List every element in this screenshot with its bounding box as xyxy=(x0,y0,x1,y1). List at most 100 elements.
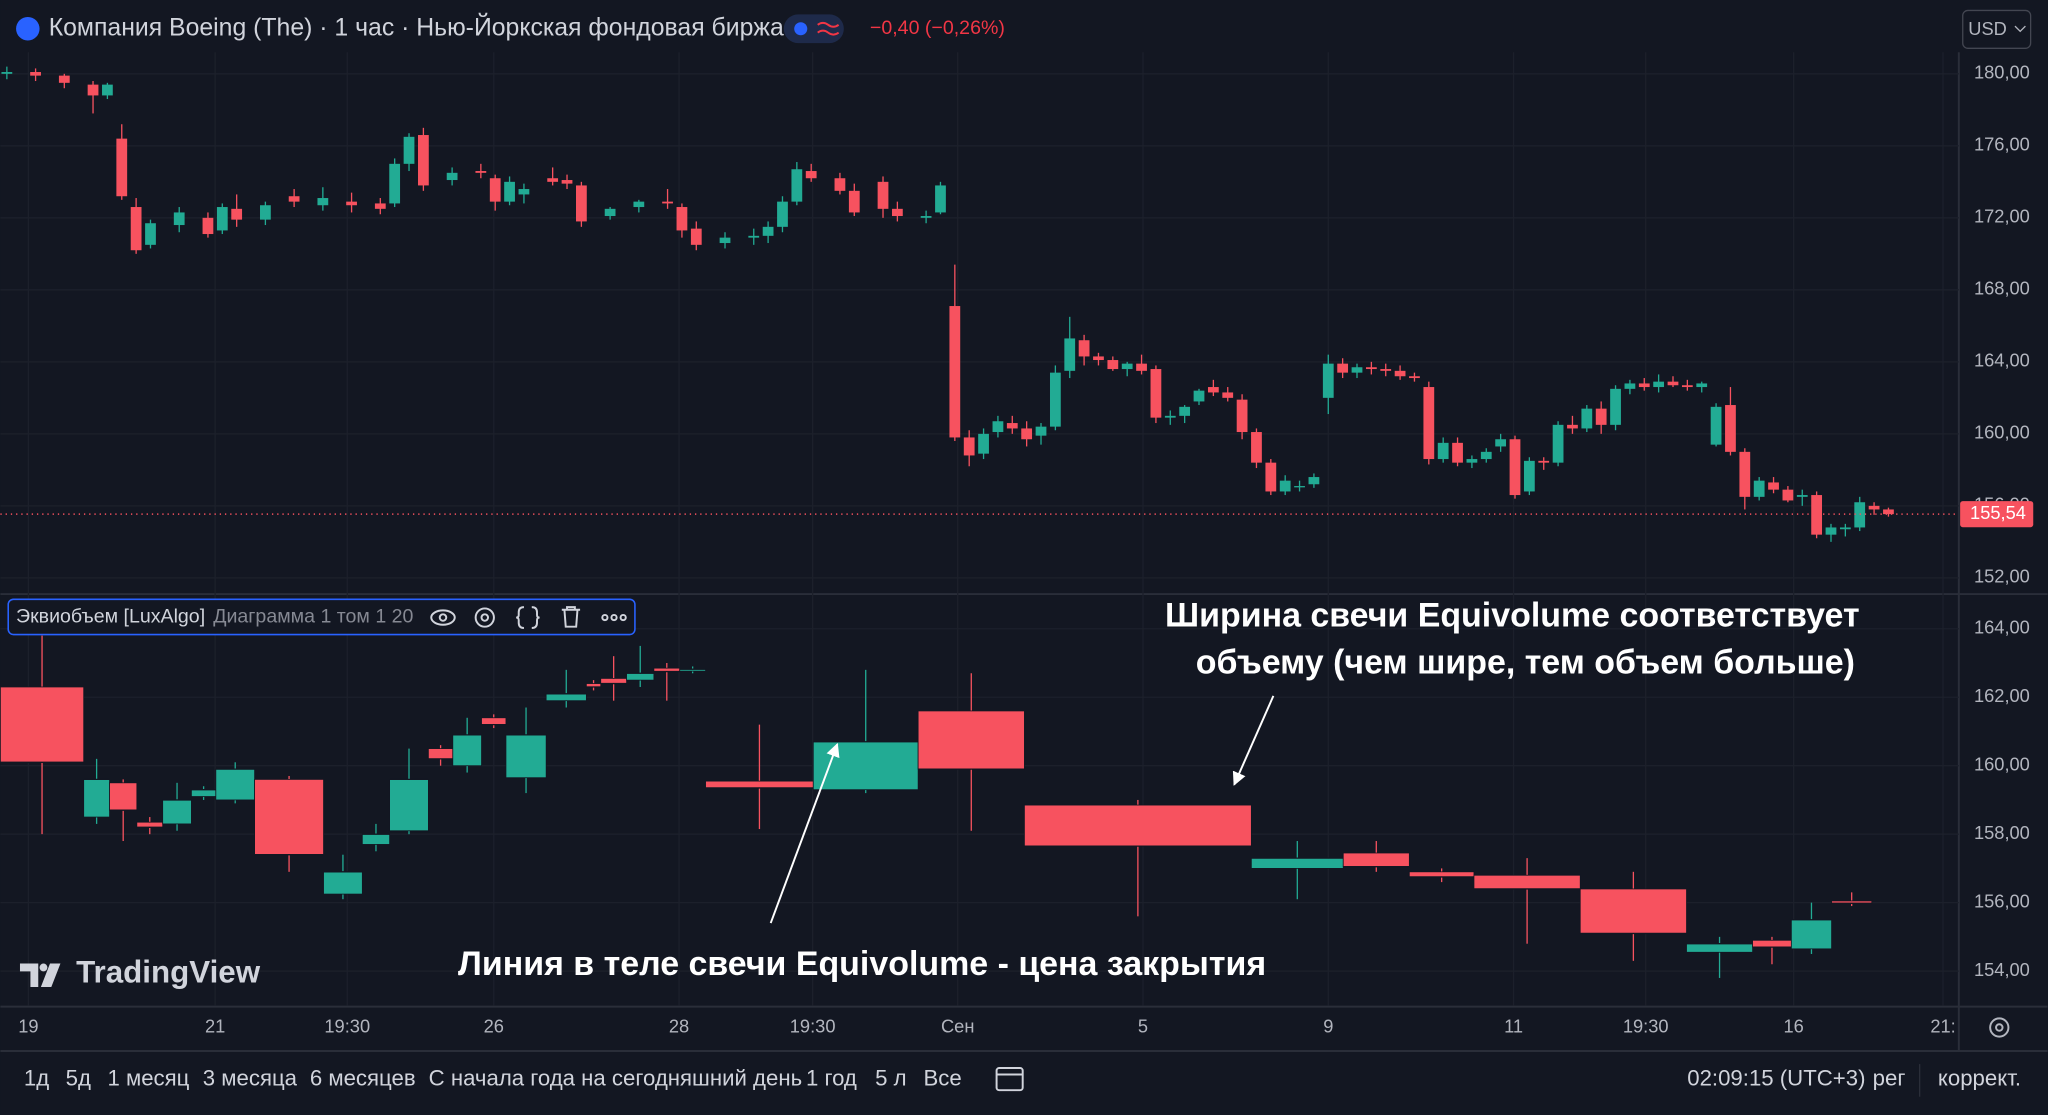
candle-body xyxy=(1308,477,1320,485)
range-button[interactable]: 6 месяцев xyxy=(310,1066,416,1091)
candle-body xyxy=(748,235,760,238)
y-tick-label: 158,00 xyxy=(1974,822,2030,843)
equivolume-box xyxy=(191,789,217,797)
indicator-name: Эквиобъем [LuxAlgo] xyxy=(16,606,205,628)
candle-body xyxy=(676,207,688,231)
delete-icon[interactable] xyxy=(561,606,581,628)
symbol-title: Компания Boeing (The) · 1 час · Нью-Йорк… xyxy=(49,13,784,41)
axis-settings[interactable] xyxy=(1989,1017,2010,1038)
y-tick-label: 156,00 xyxy=(1974,890,2030,911)
candle-body xyxy=(260,205,271,220)
range-button[interactable]: 5д xyxy=(66,1066,91,1091)
candle-body xyxy=(978,433,989,454)
equivolume-box xyxy=(481,717,507,726)
equivolume-box xyxy=(254,779,324,856)
candle-body xyxy=(992,421,1004,433)
equivolume-box xyxy=(136,821,164,828)
candle-body xyxy=(662,201,673,204)
candle-body xyxy=(633,201,645,208)
x-tick-label: 19 xyxy=(18,1015,38,1036)
plot-area: 19 21 19:30 26 28 19:30 Сен 5 9 11 19:30 16 21: 152,0… xyxy=(0,52,2034,1036)
goto-date-icon[interactable] xyxy=(995,1067,1024,1092)
candle-body xyxy=(791,169,803,202)
candle-body xyxy=(949,306,961,438)
candle-body xyxy=(1136,363,1147,371)
candle-body xyxy=(1409,376,1420,379)
annotation-arrow xyxy=(769,742,840,924)
range-button[interactable]: 3 месяца xyxy=(203,1066,298,1091)
candle-body xyxy=(1466,459,1478,463)
adjust[interactable]: коррект. xyxy=(1938,1066,2021,1091)
source-icon[interactable] xyxy=(516,606,540,629)
currency[interactable]: USD xyxy=(1968,18,2007,39)
x-tick-label: 21: xyxy=(1930,1015,1955,1036)
market-status[interactable] xyxy=(783,14,844,44)
candle-body xyxy=(920,216,932,218)
candle-body xyxy=(475,171,487,173)
candle-body xyxy=(877,181,889,209)
axis-settings-core xyxy=(1995,1023,2004,1032)
settings-icon-core xyxy=(480,613,490,622)
currency-button[interactable] xyxy=(1962,9,2032,49)
candle-body xyxy=(1006,423,1018,429)
equivolume-box xyxy=(452,734,482,767)
range-button[interactable]: 1 год xyxy=(806,1066,857,1091)
annotation-arrow xyxy=(1232,695,1275,786)
candle-body xyxy=(1035,426,1047,436)
indicator-legend[interactable] xyxy=(7,598,636,636)
candle-body xyxy=(518,189,530,195)
y-tick-label: 164,00 xyxy=(1974,617,2030,638)
candle-body xyxy=(374,203,386,209)
candle-body xyxy=(116,138,128,197)
range-button[interactable]: 1д xyxy=(24,1066,49,1091)
range-button[interactable]: 5 л xyxy=(875,1066,906,1091)
calendar-icon xyxy=(995,1067,1024,1092)
equivolume-box xyxy=(389,779,429,832)
candle-body xyxy=(604,208,616,217)
range-button[interactable]: Все xyxy=(923,1066,961,1091)
clock[interactable]: 02:09:15 (UTC+3) xyxy=(1687,1066,1865,1091)
currency-caret xyxy=(2014,25,2026,33)
candle-body xyxy=(489,178,501,202)
candle-body xyxy=(1696,383,1708,388)
eye-icon-pupil xyxy=(438,613,448,622)
candle-body xyxy=(1193,390,1205,402)
x-tick-label: 19:30 xyxy=(790,1015,836,1036)
session[interactable]: рег xyxy=(1873,1066,1906,1091)
candle-body xyxy=(848,190,860,213)
range-button[interactable]: С начала года на сегодняшний день xyxy=(429,1066,803,1091)
candle-body xyxy=(1121,363,1133,370)
equivolume-box xyxy=(1579,888,1687,934)
y-tick-label: 162,00 xyxy=(1974,685,2030,706)
brand-name: TradingView xyxy=(76,954,261,989)
candle-body xyxy=(1093,356,1104,361)
candle-body xyxy=(1509,439,1521,496)
candle-body xyxy=(1753,480,1765,497)
y-tick-label: 160,00 xyxy=(1974,754,2030,775)
x-tick-label: 11 xyxy=(1504,1015,1523,1036)
candle-body xyxy=(1351,367,1363,373)
candle-body xyxy=(216,207,228,231)
candle-body xyxy=(719,237,731,244)
candle-body xyxy=(561,180,573,184)
range-button[interactable]: 1 месяц xyxy=(107,1066,189,1091)
candle-body xyxy=(1538,460,1550,463)
y-tick-label: 168,00 xyxy=(1974,278,2030,299)
candle-body xyxy=(1739,451,1751,497)
equivolume-box xyxy=(1408,871,1475,878)
symbol-logo xyxy=(16,16,40,41)
y-tick-label: 154,00 xyxy=(1974,959,2030,980)
settings-icon[interactable] xyxy=(474,607,495,628)
more-icon[interactable] xyxy=(601,613,609,622)
candle-body xyxy=(1768,482,1779,490)
candle-body xyxy=(1883,509,1894,515)
candle-body xyxy=(173,212,185,226)
x-tick-label: 28 xyxy=(669,1015,689,1036)
candle-body xyxy=(30,72,41,76)
annotation: Линия в теле свечи Equivolume - цена зак… xyxy=(458,945,1266,983)
eye-icon[interactable] xyxy=(430,609,456,626)
x-tick-label: 19:30 xyxy=(1623,1015,1669,1036)
candle-body xyxy=(1380,369,1392,371)
equivolume-box xyxy=(1024,804,1252,847)
